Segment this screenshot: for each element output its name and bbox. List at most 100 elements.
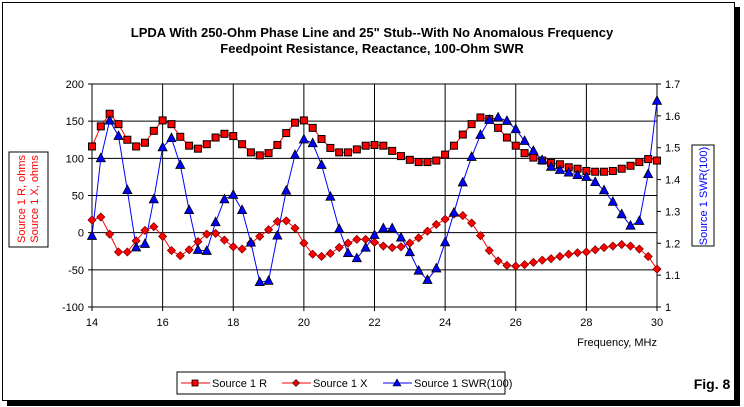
data-point-r — [255, 151, 264, 160]
right-tick-label: 1.6 — [665, 111, 680, 123]
left-axis-title-r: Source 1 R, ohms — [16, 154, 28, 243]
data-point-x — [405, 238, 415, 248]
svg-text:Source 1 SWR(100): Source 1 SWR(100) — [698, 147, 710, 245]
data-point-swr — [192, 244, 204, 254]
data-point-swr — [369, 229, 380, 239]
data-point-swr — [298, 133, 310, 144]
data-point-x — [431, 219, 441, 230]
data-point-swr — [325, 190, 336, 201]
data-point-r — [600, 167, 609, 176]
data-point-swr — [616, 208, 627, 219]
data-point-x — [166, 245, 177, 256]
left-tick-label: 50 — [72, 191, 84, 203]
data-point-swr — [104, 114, 115, 125]
legend: Source 1 R Source 1 X Source 1 SWR(100) — [176, 371, 512, 395]
data-point-swr — [219, 193, 230, 204]
data-point-r — [193, 144, 202, 153]
data-point-r — [211, 133, 220, 142]
data-point-x — [122, 247, 132, 257]
data-point-r — [335, 148, 344, 157]
data-point-r — [149, 126, 158, 135]
data-point-r — [608, 166, 617, 175]
left-axis-title: Source 1 R, ohms Source 1 X, ohms — [8, 151, 49, 248]
x-axis-title: Frequency, MHz — [577, 337, 657, 349]
series-markers — [86, 95, 663, 287]
left-tick-label: -100 — [62, 302, 84, 314]
data-point-x — [255, 231, 265, 241]
data-point-x — [572, 248, 583, 258]
data-point-swr — [431, 262, 442, 273]
data-point-swr — [86, 230, 98, 240]
gridlines — [91, 83, 658, 308]
data-point-swr — [281, 184, 292, 195]
data-point-swr — [528, 145, 539, 155]
data-point-x — [237, 244, 247, 254]
data-point-r — [140, 138, 149, 147]
data-point-x — [343, 238, 353, 248]
data-point-r — [644, 155, 653, 164]
data-point-r — [238, 140, 247, 149]
data-point-r — [396, 152, 405, 161]
data-point-swr — [342, 247, 354, 258]
data-point-swr — [634, 215, 645, 225]
data-point-r — [494, 123, 503, 132]
triangle-marker-icon — [392, 378, 402, 387]
data-point-x — [608, 241, 618, 251]
data-point-swr — [492, 111, 504, 122]
data-point-x — [87, 215, 97, 225]
data-point-x — [158, 231, 168, 241]
data-point-swr — [263, 275, 274, 285]
data-point-x — [396, 242, 406, 252]
data-point-r — [326, 143, 335, 152]
data-point-x — [96, 212, 106, 222]
data-point-swr — [148, 193, 159, 204]
left-tick-label: 200 — [66, 79, 84, 91]
data-point-x — [414, 233, 424, 243]
square-marker-icon — [191, 379, 199, 387]
data-point-x — [299, 238, 309, 248]
data-point-x — [113, 247, 124, 257]
data-point-swr — [404, 246, 415, 257]
data-point-x — [599, 242, 609, 253]
data-point-swr — [307, 137, 318, 148]
data-point-x — [511, 261, 521, 271]
data-point-r — [291, 118, 300, 127]
data-point-r — [511, 141, 520, 150]
data-point-swr — [413, 264, 424, 275]
data-point-swr — [607, 196, 619, 206]
data-point-swr — [201, 245, 212, 255]
data-point-x — [564, 249, 574, 259]
data-point-x — [467, 218, 477, 228]
data-point-swr — [625, 219, 636, 230]
data-point-x — [520, 260, 530, 270]
data-point-x — [369, 237, 380, 247]
data-point-swr — [422, 274, 433, 284]
data-point-swr — [466, 151, 477, 161]
data-point-swr — [475, 129, 486, 139]
data-point-swr — [537, 154, 548, 165]
data-point-x — [617, 239, 627, 250]
data-point-swr — [501, 115, 513, 125]
data-point-r — [229, 132, 238, 141]
data-point-swr — [122, 184, 133, 194]
data-point-x — [387, 242, 397, 253]
data-point-swr — [139, 238, 151, 248]
data-point-x — [590, 245, 600, 255]
data-point-r — [273, 140, 282, 149]
data-point-swr — [519, 135, 530, 145]
data-point-x — [581, 247, 591, 257]
right-tick-label: 1.1 — [665, 270, 680, 282]
data-point-x — [440, 214, 450, 224]
data-point-x — [263, 225, 274, 235]
data-point-r — [379, 141, 388, 150]
data-point-swr — [334, 223, 345, 233]
legend-item-r: Source 1 R — [181, 378, 267, 390]
data-point-x — [652, 264, 662, 274]
data-point-r — [405, 155, 414, 164]
right-tick-label: 1.3 — [665, 206, 680, 218]
left-axis-title-x: Source 1 X, ohms — [29, 155, 41, 243]
data-point-r — [626, 161, 635, 170]
data-point-r — [264, 149, 273, 158]
x-tick-label: 30 — [651, 317, 663, 329]
data-point-swr — [484, 114, 495, 124]
